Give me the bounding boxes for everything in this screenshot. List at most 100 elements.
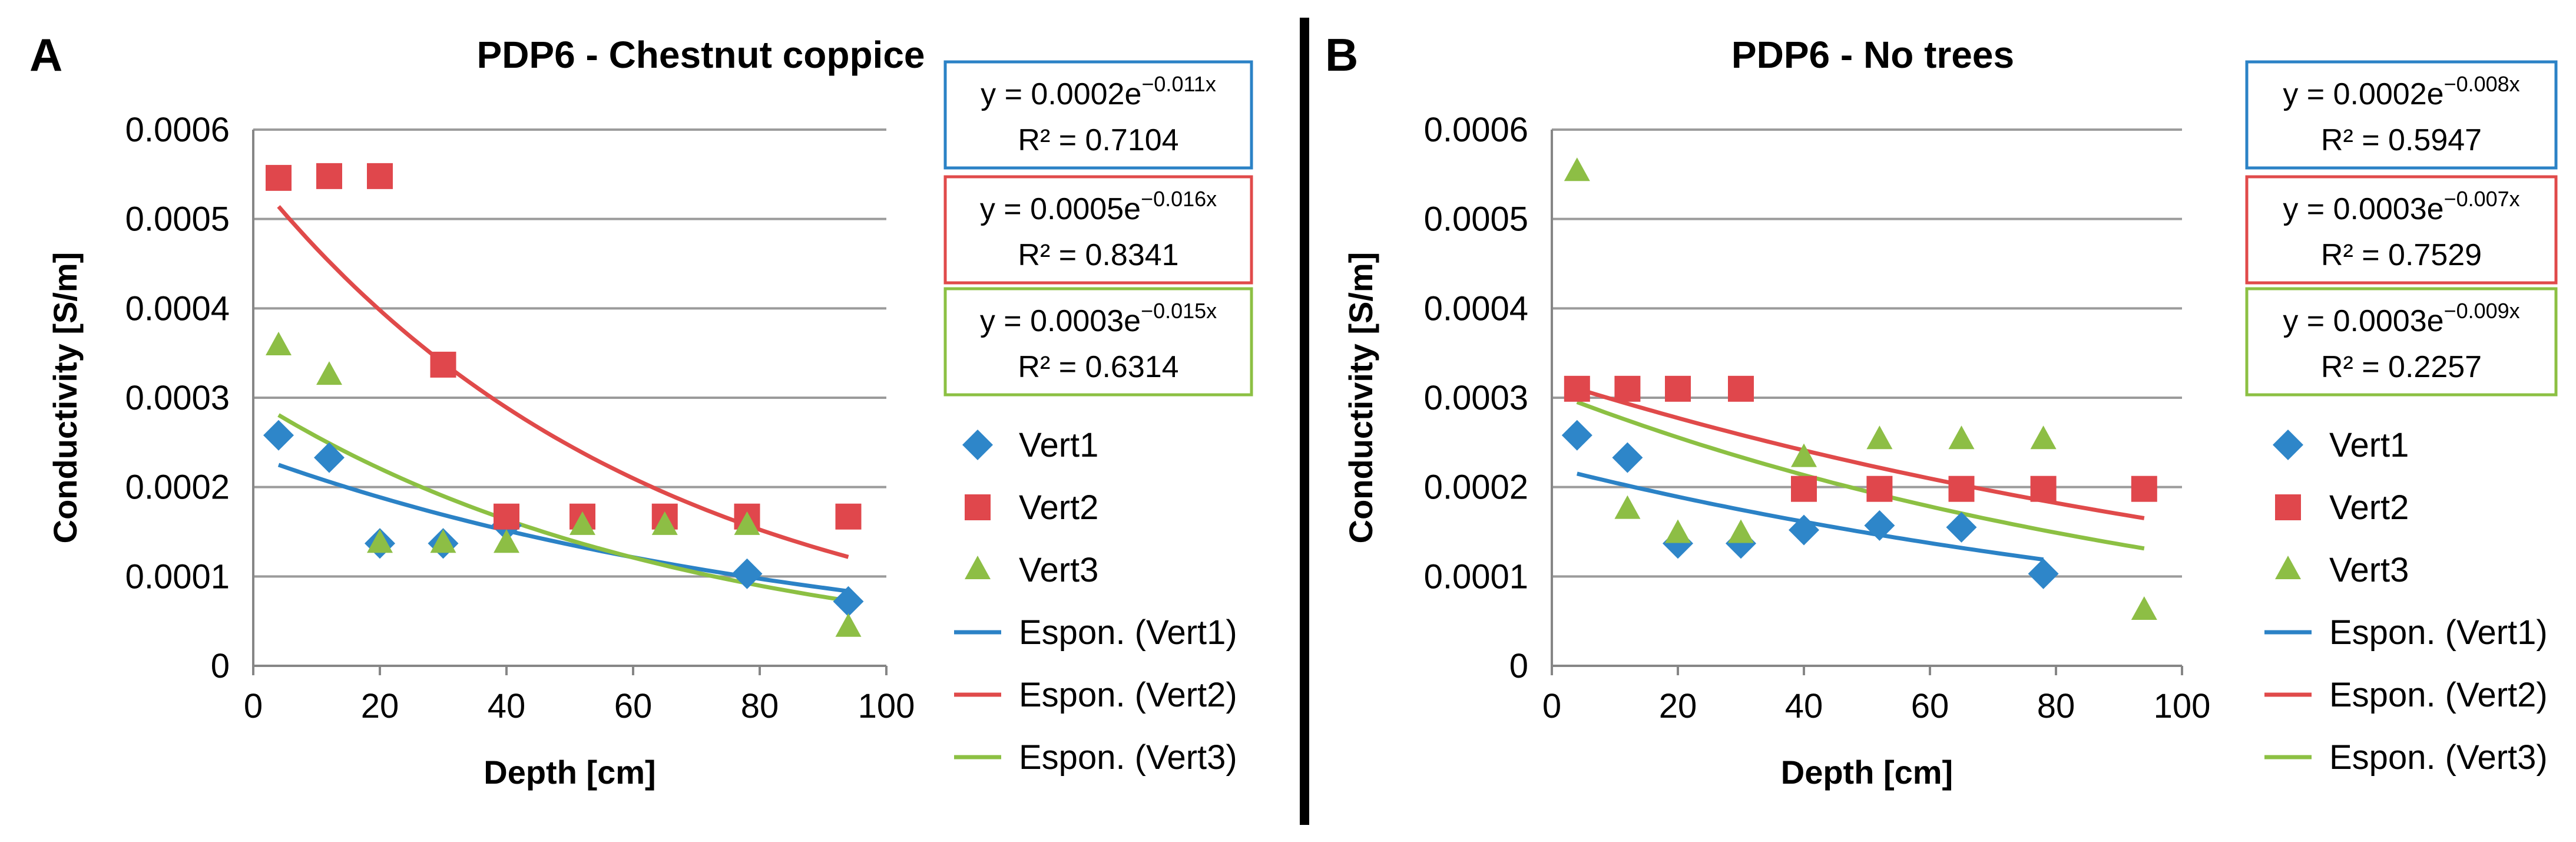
data-point-vert2 xyxy=(1728,375,1754,402)
y-tick-label: 0.0002 xyxy=(1424,468,1528,507)
legend-marker-vert2 xyxy=(965,494,991,520)
data-point-vert3 xyxy=(1614,495,1641,519)
y-tick-label: 0.0001 xyxy=(125,557,230,596)
r-squared: R² = 0.8341 xyxy=(1018,238,1178,272)
data-point-vert3 xyxy=(835,613,862,637)
x-tick-label: 40 xyxy=(488,687,526,725)
y-axis-title: Conductivity [S/m] xyxy=(47,252,84,544)
data-point-vert3 xyxy=(2030,425,2057,450)
trend-equation: y = 0.0002e−0.008x xyxy=(2283,72,2519,111)
chart-panel-b: B PDP6 - No trees 0 0.0001 0.0002 0.0003 0.000… xyxy=(1325,29,2558,791)
legend-label: Espon. (Vert2) xyxy=(2329,676,2548,714)
y-axis-title: Conductivity [S/m] xyxy=(1342,252,1379,544)
x-tick-label: 100 xyxy=(858,687,915,725)
legend-label: Espon. (Vert3) xyxy=(2329,738,2548,777)
data-point-vert3 xyxy=(1665,519,1691,543)
legend-label: Vert2 xyxy=(1019,488,1098,527)
data-point-vert1 xyxy=(731,558,763,589)
legend-label: Vert3 xyxy=(1019,551,1098,589)
data-point-vert3 xyxy=(1866,425,1893,450)
chart-panel-a: A PDP6 - Chestnut coppice 0 0.0001 0.0002 0.0… xyxy=(29,29,1253,791)
data-point-vert2 xyxy=(430,351,456,378)
equation-box-vert2 xyxy=(2245,175,2558,285)
x-axis-title: Depth [cm] xyxy=(1781,754,1953,791)
x-tick-label: 100 xyxy=(2154,687,2211,725)
data-point-vert2 xyxy=(1948,476,1975,502)
data-point-vert1 xyxy=(314,442,345,473)
x-axis-title: Depth [cm] xyxy=(484,754,655,791)
data-point-vert3 xyxy=(1728,519,1754,543)
data-point-vert3 xyxy=(316,361,342,385)
legend-label: Espon. (Vert1) xyxy=(1019,613,1237,652)
legend-label: Espon. (Vert2) xyxy=(1019,676,1237,714)
y-tick-label: 0.0001 xyxy=(1424,557,1528,596)
legend-label: Vert2 xyxy=(2329,488,2409,527)
y-tick-label: 0 xyxy=(1509,647,1528,685)
legend-marker-vert3 xyxy=(2275,556,2301,579)
data-point-vert1 xyxy=(2028,558,2059,589)
legend-label: Vert3 xyxy=(2329,551,2409,589)
data-point-vert3 xyxy=(651,511,678,535)
x-tick-label: 0 xyxy=(244,687,263,725)
panel-label: B xyxy=(1325,29,1358,81)
y-tick-label: 0.0005 xyxy=(125,200,230,239)
data-point-vert2 xyxy=(316,163,342,189)
legend-marker-vert1 xyxy=(2273,430,2303,460)
r-squared: R² = 0.7529 xyxy=(2321,238,2482,272)
equation-box-vert3 xyxy=(943,287,1253,397)
data-point-vert3 xyxy=(569,511,595,535)
y-tick-label: 0.0003 xyxy=(125,379,230,417)
y-tick-label: 0.0002 xyxy=(125,468,230,507)
equation-box-vert1 xyxy=(943,60,1253,170)
r-squared: R² = 0.7104 xyxy=(1018,123,1178,157)
x-tick-label: 0 xyxy=(1542,687,1561,725)
x-tick-label: 80 xyxy=(741,687,779,725)
data-point-vert3 xyxy=(367,529,393,553)
data-point-vert3 xyxy=(494,529,519,553)
data-point-vert3 xyxy=(1564,157,1590,181)
data-point-vert3 xyxy=(734,511,760,535)
equation-box-vert3 xyxy=(2245,287,2558,397)
data-point-vert2 xyxy=(1791,476,1817,502)
data-point-vert3 xyxy=(2131,596,2157,620)
y-tick-label: 0.0004 xyxy=(125,289,230,328)
y-tick-label: 0.0006 xyxy=(125,111,230,149)
panel-label: A xyxy=(29,29,62,81)
y-tick-label: 0.0004 xyxy=(1424,289,1528,328)
trend-equation: y = 0.0003e−0.007x xyxy=(2283,187,2519,226)
trendline-vert3 xyxy=(277,413,849,603)
data-point-vert2 xyxy=(2030,476,2057,502)
chart-title: PDP6 - No trees xyxy=(1731,34,2014,76)
x-tick-label: 20 xyxy=(361,687,399,725)
legend-marker-vert1 xyxy=(962,430,993,460)
data-point-vert2 xyxy=(1866,476,1893,502)
data-point-vert1 xyxy=(263,420,294,451)
data-point-vert2 xyxy=(367,163,393,189)
x-tick-label: 60 xyxy=(1911,687,1949,725)
y-tick-label: 0 xyxy=(211,647,230,685)
data-point-vert1 xyxy=(1561,420,1592,451)
r-squared: R² = 0.5947 xyxy=(2321,123,2482,157)
r-squared: R² = 0.6314 xyxy=(1018,350,1178,384)
data-point-vert2 xyxy=(1564,375,1590,402)
data-point-vert2 xyxy=(2131,476,2157,502)
legend-label: Vert1 xyxy=(1019,426,1098,464)
data-point-vert2 xyxy=(494,503,519,530)
data-point-vert1 xyxy=(1864,510,1895,541)
x-tick-label: 60 xyxy=(614,687,653,725)
legend-marker-vert2 xyxy=(2275,494,2301,520)
data-point-vert2 xyxy=(1665,375,1691,402)
trend-equation: y = 0.0002e−0.011x xyxy=(981,72,1216,111)
trend-equation: y = 0.0003e−0.009x xyxy=(2283,299,2519,338)
legend-label: Espon. (Vert1) xyxy=(2329,613,2548,652)
y-tick-label: 0.0003 xyxy=(1424,379,1528,417)
data-point-vert1 xyxy=(833,586,864,617)
equation-box-vert1 xyxy=(2245,60,2558,170)
r-squared: R² = 0.2257 xyxy=(2321,350,2482,384)
legend-label: Vert1 xyxy=(2329,426,2409,464)
data-point-vert2 xyxy=(1614,375,1641,402)
chart-title: PDP6 - Chestnut coppice xyxy=(477,34,925,76)
x-tick-label: 80 xyxy=(2037,687,2075,725)
trend-equation: y = 0.0003e−0.015x xyxy=(980,299,1217,338)
